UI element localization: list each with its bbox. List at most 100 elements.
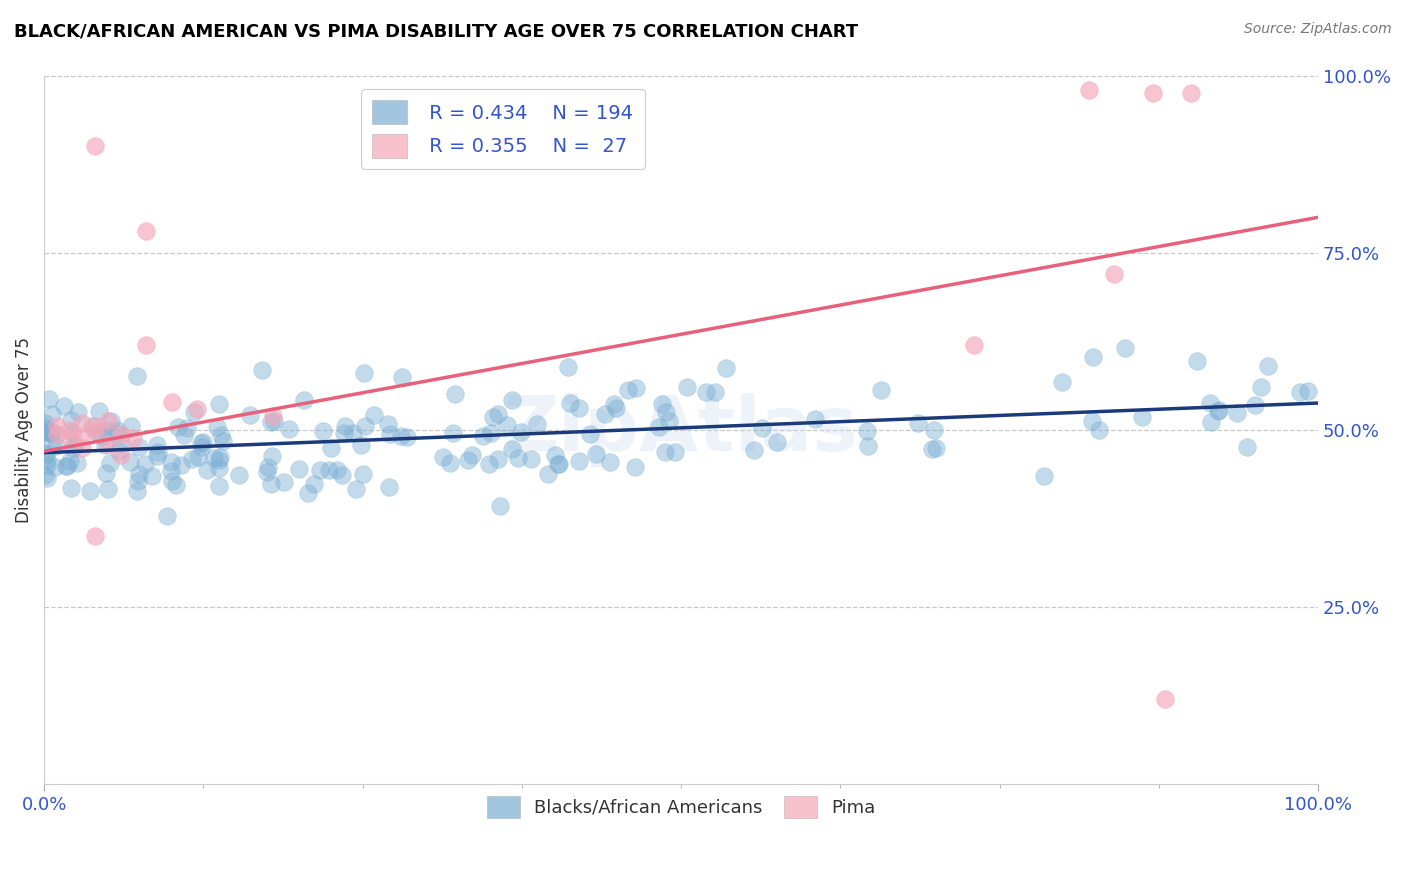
Point [501, 392, 523, 407]
Point [207, 479, 229, 493]
Point [191, 440, 214, 454]
Point [488, 499, 510, 513]
Point [658, 414, 681, 428]
Point [110, 426, 132, 441]
Point [319, 441, 342, 455]
Point [55, 458, 77, 473]
Point [856, 439, 879, 453]
Point [309, 463, 332, 477]
Point [165, 478, 187, 492]
Point [1077, 83, 1099, 97]
Point [520, 452, 543, 467]
Point [482, 410, 505, 425]
Point [605, 401, 627, 415]
Point [100, 456, 122, 470]
Point [202, 451, 225, 466]
Point [159, 455, 181, 469]
Point [94, 438, 117, 452]
Point [342, 425, 364, 440]
Point [568, 401, 591, 416]
Point [80, 419, 103, 434]
Point [34, 448, 56, 462]
Point [260, 476, 283, 491]
Point [907, 416, 929, 430]
Point [110, 448, 132, 462]
Point [278, 422, 301, 436]
Point [55, 458, 77, 473]
Point [128, 467, 150, 482]
Point [45, 439, 67, 453]
Point [44, 459, 66, 474]
Point [84, 425, 107, 439]
Point [104, 426, 127, 441]
Point [599, 455, 621, 469]
Point [205, 419, 228, 434]
Point [256, 465, 278, 479]
Point [72, 428, 94, 442]
Point [146, 444, 169, 458]
Point [441, 425, 464, 440]
Point [501, 442, 523, 456]
Point [558, 396, 581, 410]
Point [1032, 469, 1054, 483]
Point [623, 459, 645, 474]
Point [107, 423, 129, 437]
Point [1199, 415, 1222, 429]
Point [346, 482, 368, 496]
Point [714, 360, 737, 375]
Point [208, 450, 231, 465]
Point [1081, 350, 1104, 364]
Point [34, 468, 56, 483]
Point [526, 417, 548, 432]
Point [1050, 376, 1073, 390]
Point [443, 387, 465, 401]
Point [744, 442, 766, 457]
Point [146, 438, 169, 452]
Point [107, 444, 129, 458]
Point [260, 449, 283, 463]
Point [478, 457, 501, 471]
Point [34, 421, 56, 435]
Point [568, 454, 591, 468]
Point [651, 397, 673, 411]
Point [1087, 423, 1109, 437]
Point [648, 419, 671, 434]
Point [79, 483, 101, 498]
Point [391, 369, 413, 384]
Point [41, 407, 63, 421]
Point [94, 423, 117, 437]
Point [1257, 359, 1279, 373]
Point [439, 456, 461, 470]
Point [695, 385, 717, 400]
Point [183, 405, 205, 419]
Point [333, 419, 356, 434]
Point [127, 369, 149, 384]
Point [603, 397, 626, 411]
Point [38, 426, 60, 441]
Point [59, 413, 82, 427]
Point [1114, 341, 1136, 355]
Text: ZipAtlas: ZipAtlas [503, 393, 859, 467]
Point [1296, 384, 1319, 398]
Point [257, 460, 280, 475]
Point [263, 414, 285, 428]
Point [187, 450, 209, 465]
Point [292, 393, 315, 408]
Point [84, 419, 107, 434]
Point [486, 407, 509, 421]
Point [110, 436, 132, 450]
Point [547, 457, 569, 471]
Point [654, 444, 676, 458]
Point [100, 414, 122, 428]
Point [921, 442, 943, 456]
Point [547, 457, 569, 471]
Point [751, 421, 773, 435]
Point [125, 483, 148, 498]
Point [60, 425, 83, 440]
Point [66, 457, 89, 471]
Point [703, 384, 725, 399]
Point [1130, 409, 1153, 424]
Y-axis label: Disability Age Over 75: Disability Age Over 75 [15, 337, 32, 523]
Point [765, 435, 787, 450]
Point [118, 455, 141, 469]
